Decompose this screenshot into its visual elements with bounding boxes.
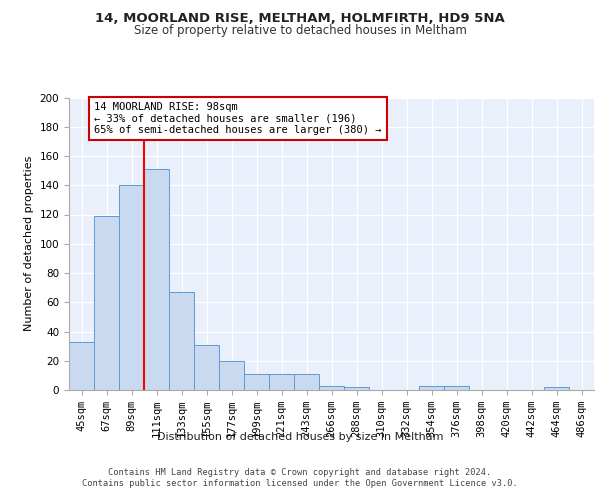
- Bar: [544, 387, 569, 390]
- Bar: [94, 216, 119, 390]
- Bar: [344, 387, 369, 390]
- Bar: [169, 292, 194, 390]
- Bar: [219, 361, 244, 390]
- Text: 14, MOORLAND RISE, MELTHAM, HOLMFIRTH, HD9 5NA: 14, MOORLAND RISE, MELTHAM, HOLMFIRTH, H…: [95, 12, 505, 26]
- Bar: [69, 342, 94, 390]
- Bar: [194, 344, 219, 390]
- Y-axis label: Number of detached properties: Number of detached properties: [24, 156, 34, 332]
- Bar: [319, 386, 344, 390]
- Text: Distribution of detached houses by size in Meltham: Distribution of detached houses by size …: [157, 432, 443, 442]
- Bar: [294, 374, 319, 390]
- Bar: [419, 386, 444, 390]
- Bar: [119, 186, 144, 390]
- Bar: [444, 386, 469, 390]
- Bar: [144, 169, 169, 390]
- Text: Size of property relative to detached houses in Meltham: Size of property relative to detached ho…: [134, 24, 466, 37]
- Bar: [269, 374, 294, 390]
- Bar: [244, 374, 269, 390]
- Text: Contains HM Land Registry data © Crown copyright and database right 2024.
Contai: Contains HM Land Registry data © Crown c…: [82, 468, 518, 487]
- Text: 14 MOORLAND RISE: 98sqm
← 33% of detached houses are smaller (196)
65% of semi-d: 14 MOORLAND RISE: 98sqm ← 33% of detache…: [94, 102, 382, 135]
